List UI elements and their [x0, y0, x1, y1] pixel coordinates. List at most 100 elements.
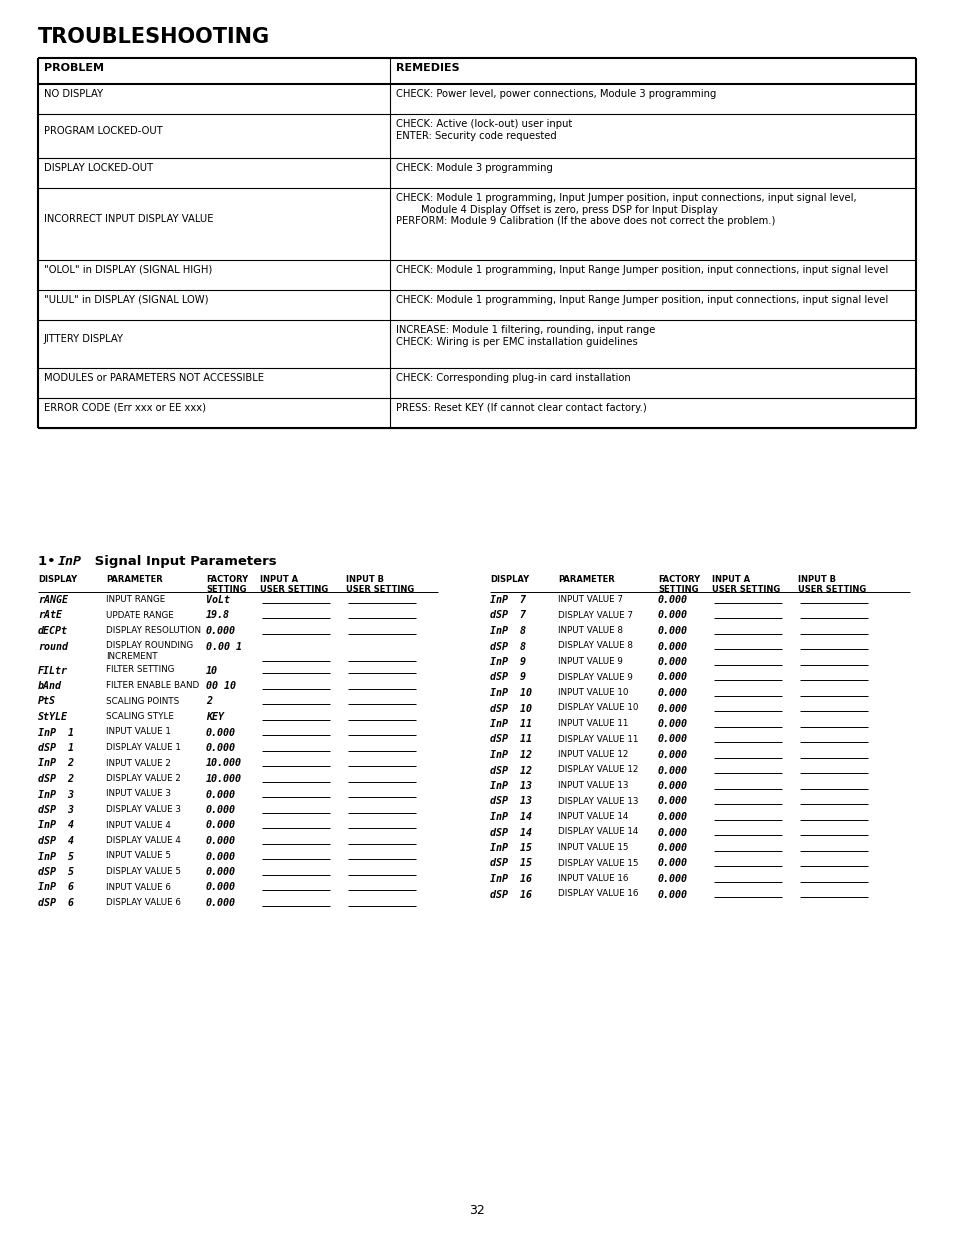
Text: PARAMETER: PARAMETER: [106, 576, 163, 584]
Text: 0.000: 0.000: [658, 688, 687, 698]
Text: "OLOL" in DISPLAY (SIGNAL HIGH): "OLOL" in DISPLAY (SIGNAL HIGH): [44, 266, 212, 275]
Text: DISPLAY VALUE 2: DISPLAY VALUE 2: [106, 774, 181, 783]
Text: INPUT VALUE 1: INPUT VALUE 1: [106, 727, 171, 736]
Text: InP  2: InP 2: [38, 758, 74, 768]
Text: INPUT RANGE: INPUT RANGE: [106, 595, 165, 604]
Text: DISPLAY VALUE 16: DISPLAY VALUE 16: [558, 889, 638, 899]
Text: INPUT VALUE 15: INPUT VALUE 15: [558, 844, 628, 852]
Text: InP  1: InP 1: [38, 727, 74, 737]
Text: 0.000: 0.000: [206, 805, 235, 815]
Text: DISPLAY: DISPLAY: [38, 576, 77, 584]
Text: dSP  11: dSP 11: [490, 735, 532, 745]
Text: dSP  15: dSP 15: [490, 858, 532, 868]
Text: 10.000: 10.000: [206, 774, 242, 784]
Text: bAnd: bAnd: [38, 680, 62, 692]
Text: INPUT VALUE 2: INPUT VALUE 2: [106, 758, 171, 767]
Text: 0.000: 0.000: [658, 641, 687, 652]
Text: dSP  13: dSP 13: [490, 797, 532, 806]
Text: DISPLAY VALUE 3: DISPLAY VALUE 3: [106, 805, 181, 814]
Text: InP  12: InP 12: [490, 750, 532, 760]
Text: InP  4: InP 4: [38, 820, 74, 830]
Text: CHECK: Module 1 programming, Input Jumper position, input connections, input sig: CHECK: Module 1 programming, Input Jumpe…: [395, 193, 856, 226]
Text: dSP  7: dSP 7: [490, 610, 525, 620]
Text: "ULUL" in DISPLAY (SIGNAL LOW): "ULUL" in DISPLAY (SIGNAL LOW): [44, 295, 209, 305]
Text: dSP  8: dSP 8: [490, 641, 525, 652]
Text: 0.000: 0.000: [658, 874, 687, 884]
Text: INPUT B
USER SETTING: INPUT B USER SETTING: [797, 576, 865, 594]
Text: 0.000: 0.000: [658, 610, 687, 620]
Text: JITTERY DISPLAY: JITTERY DISPLAY: [44, 333, 124, 345]
Text: INPUT VALUE 4: INPUT VALUE 4: [106, 820, 171, 830]
Text: INPUT VALUE 3: INPUT VALUE 3: [106, 789, 171, 799]
Text: 10: 10: [206, 666, 218, 676]
Text: INPUT A
USER SETTING: INPUT A USER SETTING: [711, 576, 780, 594]
Text: 0.00 1: 0.00 1: [206, 641, 242, 652]
Text: CHECK: Active (lock-out) user input
ENTER: Security code requested: CHECK: Active (lock-out) user input ENTE…: [395, 119, 572, 141]
Text: 0.000: 0.000: [658, 844, 687, 853]
Text: rANGE: rANGE: [38, 595, 68, 605]
Text: FILTER ENABLE BAND: FILTER ENABLE BAND: [106, 680, 199, 690]
Text: InP  3: InP 3: [38, 789, 74, 799]
Text: CHECK: Module 3 programming: CHECK: Module 3 programming: [395, 163, 553, 173]
Text: 32: 32: [469, 1204, 484, 1216]
Text: INPUT VALUE 10: INPUT VALUE 10: [558, 688, 628, 697]
Text: dSP  3: dSP 3: [38, 805, 74, 815]
Text: InP  15: InP 15: [490, 844, 532, 853]
Text: InP  16: InP 16: [490, 874, 532, 884]
Text: 0.000: 0.000: [658, 797, 687, 806]
Text: DISPLAY VALUE 12: DISPLAY VALUE 12: [558, 766, 638, 774]
Text: round: round: [38, 641, 68, 652]
Text: 0.000: 0.000: [658, 719, 687, 729]
Text: 0.000: 0.000: [206, 867, 235, 877]
Text: 1•: 1•: [38, 555, 60, 568]
Text: PRESS: Reset KEY (If cannot clear contact factory.): PRESS: Reset KEY (If cannot clear contac…: [395, 403, 646, 412]
Text: CHECK: Power level, power connections, Module 3 programming: CHECK: Power level, power connections, M…: [395, 89, 716, 99]
Text: DISPLAY VALUE 14: DISPLAY VALUE 14: [558, 827, 638, 836]
Text: INPUT VALUE 16: INPUT VALUE 16: [558, 874, 628, 883]
Text: DISPLAY VALUE 6: DISPLAY VALUE 6: [106, 898, 181, 906]
Text: INPUT VALUE 5: INPUT VALUE 5: [106, 851, 171, 861]
Text: INPUT VALUE 11: INPUT VALUE 11: [558, 719, 628, 727]
Text: InP  11: InP 11: [490, 719, 532, 729]
Text: DISPLAY ROUNDING
INCREMENT: DISPLAY ROUNDING INCREMENT: [106, 641, 193, 661]
Text: dSP  10: dSP 10: [490, 704, 532, 714]
Text: dSP  6: dSP 6: [38, 898, 74, 908]
Text: INPUT VALUE 14: INPUT VALUE 14: [558, 811, 628, 821]
Text: DISPLAY VALUE 4: DISPLAY VALUE 4: [106, 836, 181, 845]
Text: SCALING STYLE: SCALING STYLE: [106, 713, 173, 721]
Text: INCORRECT INPUT DISPLAY VALUE: INCORRECT INPUT DISPLAY VALUE: [44, 214, 213, 224]
Text: 0.000: 0.000: [206, 820, 235, 830]
Text: dSP  16: dSP 16: [490, 889, 532, 899]
Text: 0.000: 0.000: [658, 827, 687, 837]
Text: 0.000: 0.000: [658, 858, 687, 868]
Text: InP  14: InP 14: [490, 811, 532, 823]
Text: DISPLAY VALUE 8: DISPLAY VALUE 8: [558, 641, 633, 651]
Text: InP  10: InP 10: [490, 688, 532, 698]
Text: dSP  2: dSP 2: [38, 774, 74, 784]
Text: dSP  9: dSP 9: [490, 673, 525, 683]
Text: 0.000: 0.000: [658, 673, 687, 683]
Text: 10.000: 10.000: [206, 758, 242, 768]
Text: 0.000: 0.000: [658, 750, 687, 760]
Text: 0.000: 0.000: [658, 626, 687, 636]
Text: InP  8: InP 8: [490, 626, 525, 636]
Text: 0.000: 0.000: [206, 898, 235, 908]
Text: 0.000: 0.000: [658, 766, 687, 776]
Text: dSP  12: dSP 12: [490, 766, 532, 776]
Text: 0.000: 0.000: [658, 735, 687, 745]
Text: 0.000: 0.000: [206, 851, 235, 862]
Text: StYLE: StYLE: [38, 713, 68, 722]
Text: InP  9: InP 9: [490, 657, 525, 667]
Text: UPDATE RANGE: UPDATE RANGE: [106, 610, 173, 620]
Text: DISPLAY VALUE 11: DISPLAY VALUE 11: [558, 735, 638, 743]
Text: DISPLAY VALUE 13: DISPLAY VALUE 13: [558, 797, 638, 805]
Text: InP  7: InP 7: [490, 595, 525, 605]
Text: 0.000: 0.000: [658, 595, 687, 605]
Text: VoLt: VoLt: [206, 595, 230, 605]
Text: InP  13: InP 13: [490, 781, 532, 790]
Text: REMEDIES: REMEDIES: [395, 63, 459, 73]
Text: 0.000: 0.000: [658, 889, 687, 899]
Text: 0.000: 0.000: [206, 789, 235, 799]
Text: InP  5: InP 5: [38, 851, 74, 862]
Text: INPUT VALUE 12: INPUT VALUE 12: [558, 750, 628, 760]
